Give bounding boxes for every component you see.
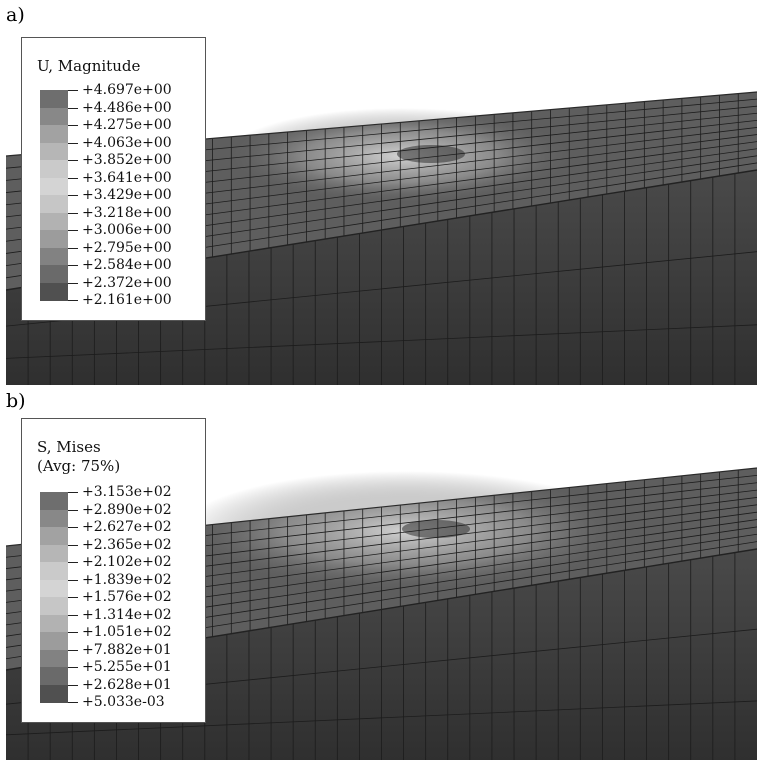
legend-value: +3.153e+02 [82,484,172,500]
legend-value: +4.486e+00 [82,99,172,116]
legend-band [40,632,68,650]
legend-band [40,527,68,545]
legend-value: +3.006e+00 [82,222,172,238]
legend-tick [68,265,78,266]
legend-tick [68,90,78,91]
legend-tick [68,160,78,161]
legend-band [40,107,68,126]
legend-tick [68,684,78,686]
legend-band [40,544,68,563]
deformation-core [402,520,470,538]
legend-displacement: U, Magnitude +4.697e+00 +4.486e+00 +4.275e… [21,37,206,321]
legend-tick [68,579,78,581]
legend-tick [68,527,78,528]
legend-tick [68,212,78,214]
legend-subtitle: (Avg: 75%) [37,457,121,475]
legend-value: +2.102e+02 [82,554,172,570]
legend-tick [68,282,78,284]
legend-tick [68,195,78,196]
legend-value: +3.852e+00 [82,152,172,168]
fem-panel-stress: S, Mises (Avg: 75%) +3.153e+02 +2.890e+02… [6,413,757,760]
legend-band [40,212,68,231]
legend-tick [68,544,78,546]
legend-tick [68,649,78,651]
legend-band [40,247,68,266]
legend-title: U, Magnitude [37,57,141,75]
legend-tick [68,125,78,126]
legend-tick [68,702,78,703]
legend-band [40,684,68,703]
legend-band [40,614,68,633]
legend-tick [68,142,78,144]
legend-band [40,492,68,510]
legend-band [40,160,68,178]
legend-band [40,597,68,615]
fem-panel-displacement: U, Magnitude +4.697e+00 +4.486e+00 +4.275e… [6,28,757,385]
legend-value: +2.584e+00 [82,257,172,273]
legend-tick [68,247,78,249]
legend-band [40,649,68,668]
legend-value: +1.839e+02 [82,571,172,588]
legend-value: +1.314e+02 [82,606,172,623]
legend-band [40,282,68,301]
legend-band [40,177,68,196]
legend-value: +2.627e+02 [82,519,172,535]
legend-value: +2.365e+02 [82,536,172,553]
legend-value: +2.161e+00 [82,292,172,308]
legend-value: +3.218e+00 [82,204,172,221]
legend-band [40,509,68,528]
legend-tick [68,107,78,109]
legend-value: +5.033e-03 [82,694,165,710]
legend-value: +2.890e+02 [82,501,172,518]
legend-band [40,90,68,108]
legend-band [40,195,68,213]
legend-title: S, Mises [37,438,101,456]
legend-stress: S, Mises (Avg: 75%) +3.153e+02 +2.890e+02… [21,418,206,723]
legend-tick [68,632,78,633]
legend-tick [68,230,78,231]
legend-tick [68,492,78,493]
legend-value: +7.882e+01 [82,641,172,658]
legend-band [40,579,68,598]
panel-label-b: b) [6,390,26,412]
legend-tick [68,509,78,511]
legend-band [40,125,68,143]
legend-tick [68,562,78,563]
legend-band [40,667,68,685]
legend-tick [68,177,78,179]
legend-value: +2.795e+00 [82,239,172,256]
legend-tick [68,597,78,598]
legend-band [40,265,68,283]
legend-band [40,230,68,248]
legend-tick [68,667,78,668]
legend-value: +4.697e+00 [82,82,172,98]
legend-value: +1.051e+02 [82,624,172,640]
legend-value: +3.429e+00 [82,187,172,203]
legend-value: +1.576e+02 [82,589,172,605]
legend-tick [68,300,78,301]
legend-value: +2.372e+00 [82,274,172,291]
legend-band [40,142,68,161]
legend-value: +4.063e+00 [82,134,172,151]
legend-value: +3.641e+00 [82,169,172,186]
legend-band [40,562,68,580]
legend-tick [68,614,78,616]
legend-value: +5.255e+01 [82,659,172,675]
legend-value: +4.275e+00 [82,117,172,133]
legend-value: +2.628e+01 [82,676,172,693]
panel-label-a: a) [6,4,25,26]
